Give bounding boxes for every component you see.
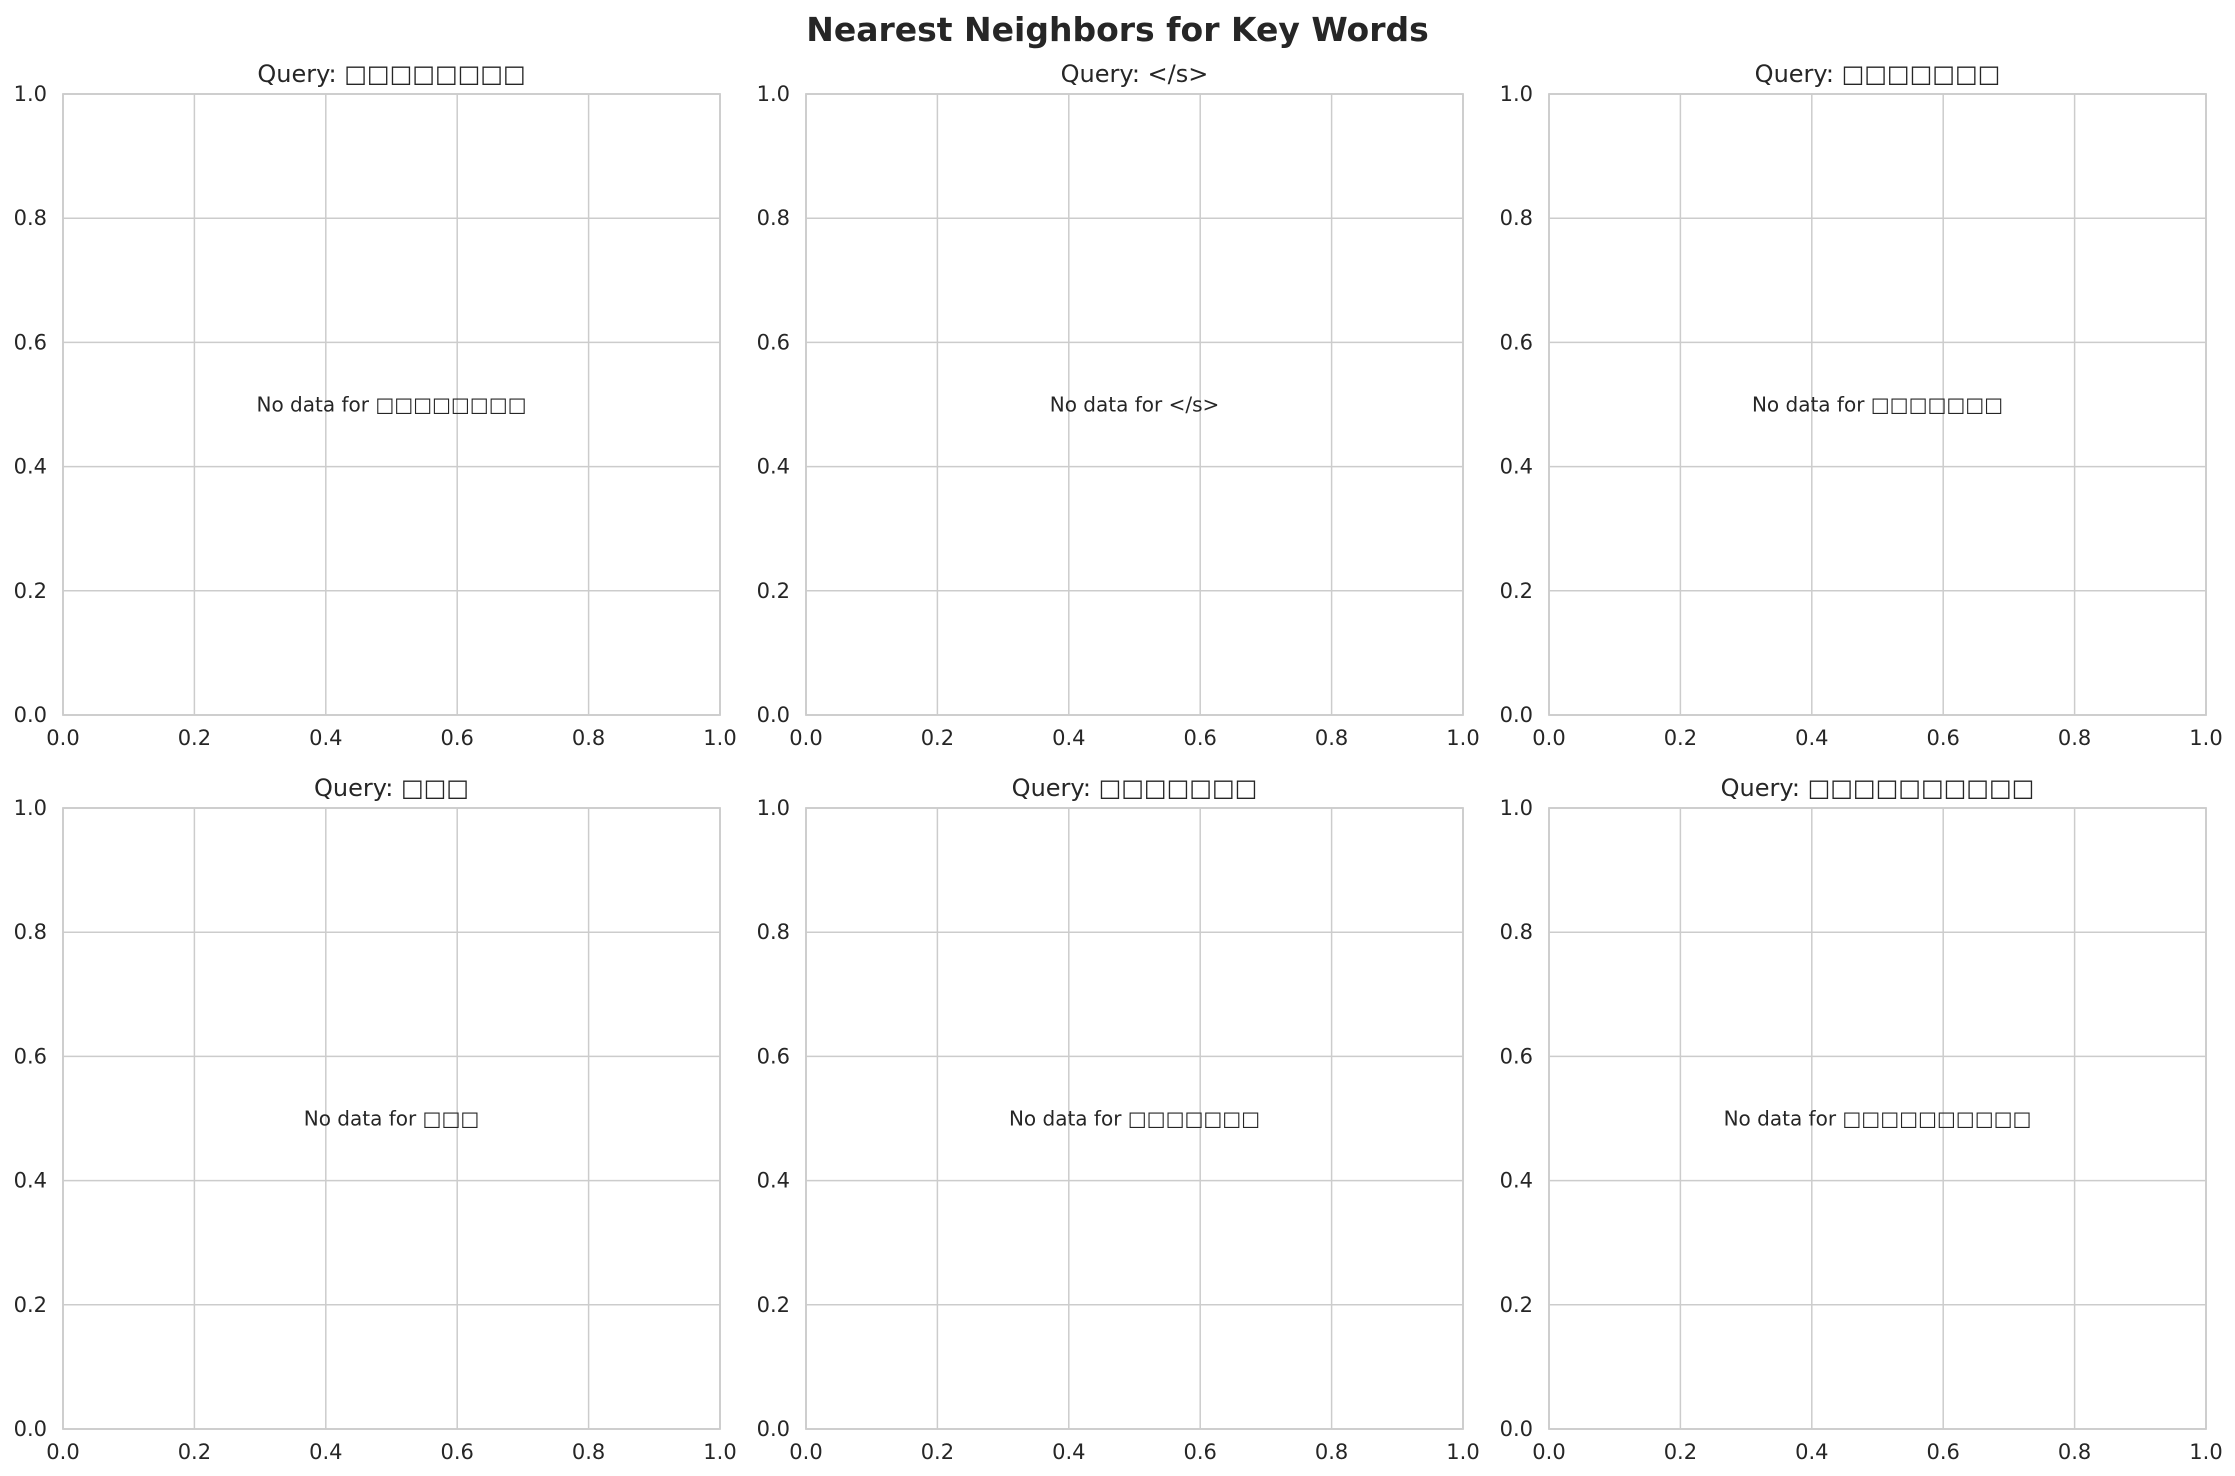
y-tick-label: 0.8 [1500,206,1533,230]
axes-frame [62,807,721,1430]
y-tick-label: 0.2 [1500,579,1533,603]
x-tick-label: 0.8 [1315,726,1348,750]
x-tick-label: 1.0 [1446,726,1479,750]
x-tick-label: 0.8 [572,726,605,750]
axes-frame [1548,807,2207,1430]
y-tick-label: 0.2 [757,579,790,603]
y-tick-label: 0.8 [1500,920,1533,944]
x-tick-label: 0.2 [178,1440,211,1464]
y-tick-label: 0.0 [14,1417,47,1441]
subplot-title: Query: □□□ [314,774,469,802]
axes-frame [1548,93,2207,716]
subplot-3: 0.0 0.2 0.4 0.6 0.8 1.0 0.0 0.2 0.4 0.6 0.8 1.0 Quer… [1500,60,2223,750]
x-tick-label: 0.2 [921,1440,954,1464]
subplot-title: Query: </s> [1061,60,1209,88]
x-tick-label: 0.4 [1052,726,1085,750]
x-tick-label: 0.8 [1315,1440,1348,1464]
no-data-annotation: No data for </s> [1050,393,1220,417]
x-tick-label: 0.0 [1532,1440,1565,1464]
x-tick-label: 0.6 [1926,726,1959,750]
subplot-title: Query: □□□□□□□ [1012,774,1258,802]
y-tick-label: 0.6 [757,330,790,354]
subplot-4: 0.0 0.2 0.4 0.6 0.8 1.0 0.0 0.2 0.4 0.6 0.8 1.0 Quer… [14,774,737,1464]
y-tick-label: 0.2 [14,1293,47,1317]
y-tick-label: 0.0 [14,703,47,727]
axes-frame [62,93,721,716]
y-tick-label: 0.0 [1500,1417,1533,1441]
x-tick-label: 0.0 [789,726,822,750]
no-data-annotation: No data for □□□□□□□□□□ [1724,1107,2032,1131]
y-tick-label: 1.0 [14,82,47,106]
y-tick-label: 0.6 [1500,330,1533,354]
y-tick-label: 1.0 [1500,796,1533,820]
x-tick-label: 0.6 [440,726,473,750]
x-tick-label: 0.4 [1795,726,1828,750]
no-data-annotation: No data for □□□□□□□ [1752,393,2003,417]
x-tick-label: 0.0 [46,1440,79,1464]
x-tick-label: 0.6 [1183,1440,1216,1464]
figure-title: Nearest Neighbors for Key Words [806,10,1429,49]
y-tick-label: 0.0 [757,1417,790,1441]
x-tick-label: 1.0 [2189,726,2222,750]
x-tick-label: 0.4 [1052,1440,1085,1464]
x-tick-label: 1.0 [2189,1440,2222,1464]
x-tick-label: 0.0 [1532,726,1565,750]
y-tick-label: 0.0 [757,703,790,727]
axes-frame [805,807,1464,1430]
subplot-title: Query: □□□□□□□ [1755,60,2001,88]
y-tick-label: 1.0 [14,796,47,820]
subplot-1: 0.0 0.2 0.4 0.6 0.8 1.0 0.0 0.2 0.4 0.6 0.8 1.0 Quer… [14,60,737,750]
no-data-annotation: No data for □□□□□□□ [1009,1107,1260,1131]
x-tick-label: 0.6 [1926,1440,1959,1464]
x-tick-label: 0.4 [309,1440,342,1464]
subplot-6: 0.0 0.2 0.4 0.6 0.8 1.0 0.0 0.2 0.4 0.6 0.8 1.0 Quer… [1500,774,2223,1464]
x-tick-label: 1.0 [1446,1440,1479,1464]
y-tick-label: 1.0 [757,82,790,106]
x-tick-label: 0.4 [1795,1440,1828,1464]
y-tick-label: 0.6 [14,1044,47,1068]
x-tick-label: 1.0 [703,726,736,750]
y-tick-label: 0.4 [757,1169,790,1193]
subplot-title: Query: □□□□□□□□ [257,60,525,88]
y-tick-label: 0.6 [14,330,47,354]
y-tick-label: 0.2 [14,579,47,603]
y-tick-label: 0.2 [1500,1293,1533,1317]
x-tick-label: 0.8 [572,1440,605,1464]
y-tick-label: 0.6 [757,1044,790,1068]
y-tick-label: 0.4 [14,455,47,479]
no-data-annotation: No data for □□□ [304,1107,480,1131]
y-tick-label: 0.8 [757,920,790,944]
x-tick-label: 1.0 [703,1440,736,1464]
x-tick-label: 0.4 [309,726,342,750]
y-tick-label: 0.6 [1500,1044,1533,1068]
x-tick-label: 0.8 [2058,726,2091,750]
x-tick-label: 0.6 [440,1440,473,1464]
y-tick-label: 1.0 [1500,82,1533,106]
x-tick-label: 0.8 [2058,1440,2091,1464]
y-tick-label: 0.4 [14,1169,47,1193]
x-tick-label: 0.0 [789,1440,822,1464]
y-tick-label: 0.4 [757,455,790,479]
x-tick-label: 0.2 [921,726,954,750]
y-tick-label: 0.2 [757,1293,790,1317]
y-tick-label: 0.8 [14,920,47,944]
x-tick-label: 0.2 [1664,1440,1697,1464]
axes-frame [805,93,1464,716]
x-tick-label: 0.6 [1183,726,1216,750]
y-tick-label: 0.0 [1500,703,1533,727]
x-tick-label: 0.2 [1664,726,1697,750]
x-tick-label: 0.0 [46,726,79,750]
y-tick-label: 0.8 [757,206,790,230]
y-tick-label: 0.8 [14,206,47,230]
subplot-5: 0.0 0.2 0.4 0.6 0.8 1.0 0.0 0.2 0.4 0.6 0.8 1.0 Quer… [757,774,1480,1464]
y-tick-label: 0.4 [1500,1169,1533,1193]
subplot-title: Query: □□□□□□□□□□ [1721,774,2035,802]
y-tick-label: 1.0 [757,796,790,820]
no-data-annotation: No data for □□□□□□□□ [257,393,527,417]
x-tick-label: 0.2 [178,726,211,750]
y-tick-label: 0.4 [1500,455,1533,479]
subplot-2: 0.0 0.2 0.4 0.6 0.8 1.0 0.0 0.2 0.4 0.6 0.8 1.0 Quer… [757,60,1480,750]
